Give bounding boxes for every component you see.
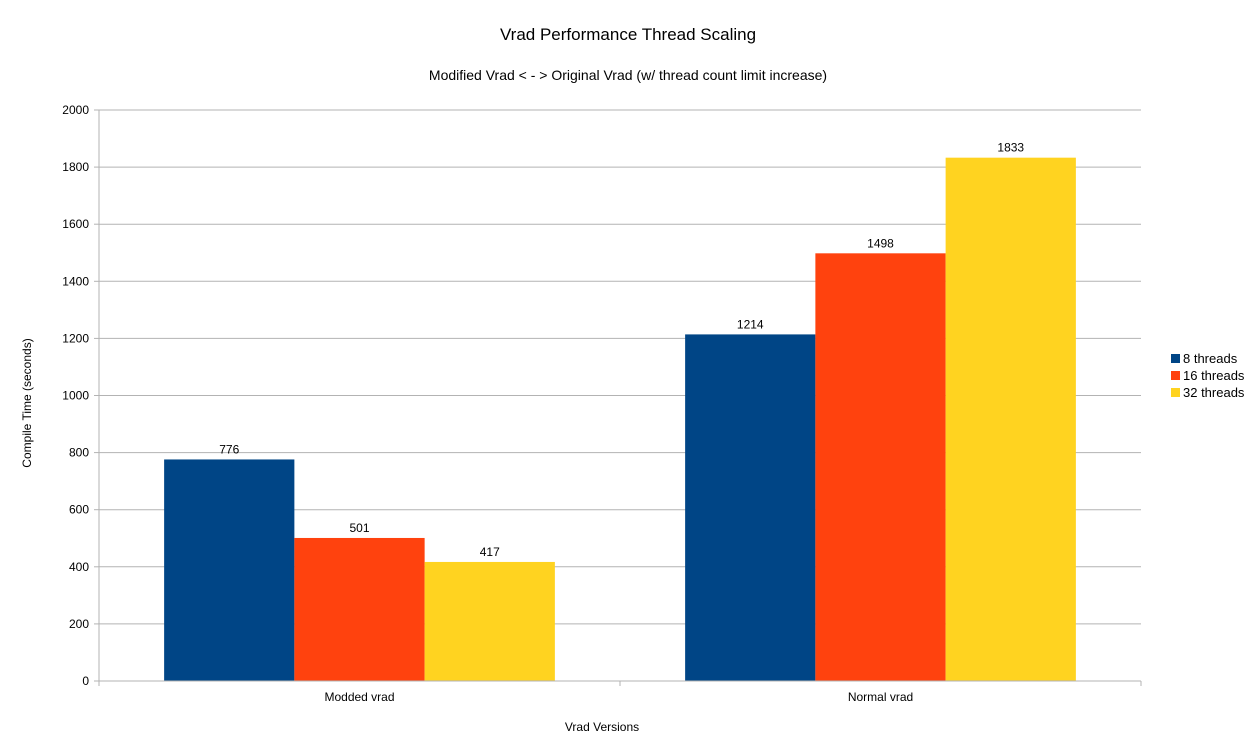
- data-labels: 776 501 417 1214 1498 1833: [219, 141, 1024, 559]
- y-tick-label: 1600: [62, 217, 89, 231]
- legend: 8 threads 16 threads 32 threads: [1171, 351, 1245, 400]
- bar: [424, 561, 555, 681]
- legend-swatch: [1171, 388, 1180, 397]
- legend-label: 8 threads: [1183, 351, 1238, 366]
- y-tick-label: 2000: [62, 103, 89, 117]
- chart-subtitle: Modified Vrad < - > Original Vrad (w/ th…: [429, 67, 827, 83]
- bars: [164, 157, 1076, 682]
- legend-swatch: [1171, 354, 1180, 363]
- y-axis-ticks: 0 200 400 600 800 1000 1200 1400 1600 1800 2000: [62, 103, 99, 688]
- y-tick-label: 1200: [62, 331, 89, 345]
- bar: [164, 459, 295, 681]
- y-tick-label: 1000: [62, 389, 89, 403]
- data-label: 1214: [737, 317, 764, 331]
- bar: [945, 157, 1076, 682]
- y-tick-label: 400: [69, 560, 89, 574]
- bar: [685, 334, 816, 681]
- chart-title: Vrad Performance Thread Scaling: [500, 25, 756, 44]
- x-tick-label: Normal vrad: [848, 690, 913, 704]
- bar: [815, 253, 946, 682]
- legend-swatch: [1171, 371, 1180, 380]
- x-axis-ticks: Modded vrad Normal vrad: [98, 681, 1142, 704]
- y-tick-label: 600: [69, 503, 89, 517]
- data-label: 776: [219, 442, 239, 456]
- y-tick-label: 800: [69, 446, 89, 460]
- y-axis-label: Compile Time (seconds): [20, 338, 34, 467]
- data-label: 417: [480, 545, 500, 559]
- y-tick-label: 1400: [62, 274, 89, 288]
- y-tick-label: 1800: [62, 160, 89, 174]
- legend-label: 32 threads: [1183, 385, 1245, 400]
- y-tick-label: 0: [82, 674, 89, 688]
- legend-label: 16 threads: [1183, 368, 1245, 383]
- x-axis-label: Vrad Versions: [565, 720, 639, 734]
- data-label: 501: [349, 521, 369, 535]
- x-tick-label: Modded vrad: [324, 690, 394, 704]
- bar: [294, 537, 425, 681]
- y-tick-label: 200: [69, 617, 89, 631]
- data-label: 1833: [997, 141, 1024, 155]
- data-label: 1498: [867, 236, 894, 250]
